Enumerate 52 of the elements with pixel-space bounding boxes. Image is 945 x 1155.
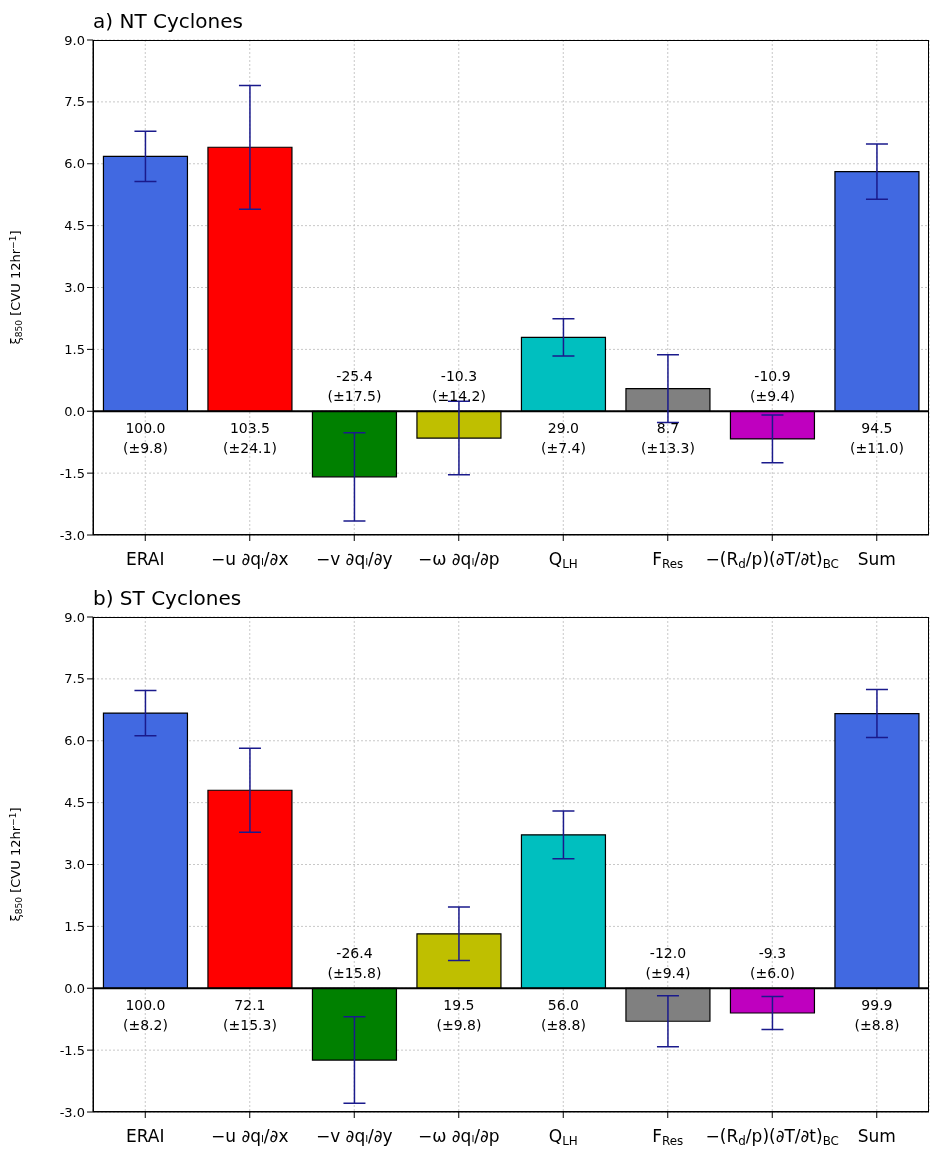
annotation: 56.0 (±8.8): [540, 997, 586, 1034]
y-tick-label: 6.0: [64, 733, 85, 749]
x-tick-label: −(R$_{d}$/p)(∂T/∂t)$_{BC}$: [705, 1126, 839, 1148]
annotation: 29.0 (±7.4): [540, 420, 586, 457]
annotation: 19.5 (±9.8): [436, 997, 482, 1034]
y-tick-label: -1.5: [59, 465, 85, 481]
x-tick-label: −v ∂qₗ/∂y: [315, 1126, 393, 1146]
x-tick-label: Q$_{LH}$: [548, 549, 578, 571]
annotation: -9.3 (±6.0): [749, 945, 795, 982]
x-tick-label: ERAI: [125, 549, 165, 569]
x-tick-label: −(R$_{d}$/p)(∂T/∂t)$_{BC}$: [705, 549, 839, 571]
x-tick-label: −v ∂qₗ/∂y: [315, 549, 393, 569]
y-tick-label: 4.5: [64, 795, 85, 811]
y-tick-label: 1.5: [64, 918, 85, 934]
x-tick-label: ERAI: [125, 1126, 165, 1146]
y-tick-label: 6.0: [64, 156, 85, 172]
annotation: 100.0 (±8.2): [122, 997, 168, 1034]
x-tick-label: F$_{Res}$: [652, 1126, 684, 1148]
x-tick-label: Sum: [857, 549, 896, 569]
y-tick-label: -1.5: [59, 1042, 85, 1058]
annotation: -26.4 (±15.8): [327, 945, 382, 982]
x-tick-label: Q$_{LH}$: [548, 1126, 578, 1148]
annotation: 103.5 (±24.1): [223, 420, 277, 457]
x-tick-label: −ω ∂qₗ/∂p: [417, 1126, 500, 1146]
chart-title: b) ST Cyclones: [92, 585, 243, 611]
y-tick-label: 9.0: [64, 32, 85, 48]
annotation: 72.1 (±15.3): [223, 997, 277, 1034]
x-tick-label: Sum: [857, 1126, 896, 1146]
annotation: -12.0 (±9.4): [645, 945, 691, 982]
annotation: 94.5 (±11.0): [850, 420, 904, 457]
y-tick-label: 9.0: [64, 609, 85, 625]
y-tick-label: 4.5: [64, 218, 85, 234]
y-tick-label: 7.5: [64, 94, 85, 110]
annotation: 100.0 (±9.8): [122, 420, 168, 457]
x-tick-label: −u ∂qₗ/∂x: [211, 1126, 289, 1146]
x-tick-label: −u ∂qₗ/∂x: [211, 549, 289, 569]
annotation: 8.7 (±13.3): [641, 420, 695, 457]
y-tick-label: 0.0: [64, 403, 85, 419]
annotation: 99.9 (±8.8): [854, 997, 900, 1034]
y-tick-label: 7.5: [64, 671, 85, 687]
y-tick-label: 3.0: [64, 857, 85, 873]
annotation: -10.9 (±9.4): [749, 368, 795, 405]
y-tick-label: 3.0: [64, 280, 85, 296]
y-tick-label: 0.0: [64, 980, 85, 996]
x-tick-label: −ω ∂qₗ/∂p: [417, 549, 500, 569]
y-tick-label: 1.5: [64, 341, 85, 357]
annotation: -10.3 (±14.2): [432, 368, 486, 405]
x-tick-label: F$_{Res}$: [652, 549, 684, 571]
annotation: -25.4 (±17.5): [327, 368, 382, 405]
y-tick-label: -3.0: [59, 1104, 85, 1120]
chart-title: a) NT Cyclones: [92, 8, 244, 34]
y-tick-label: -3.0: [59, 527, 85, 543]
